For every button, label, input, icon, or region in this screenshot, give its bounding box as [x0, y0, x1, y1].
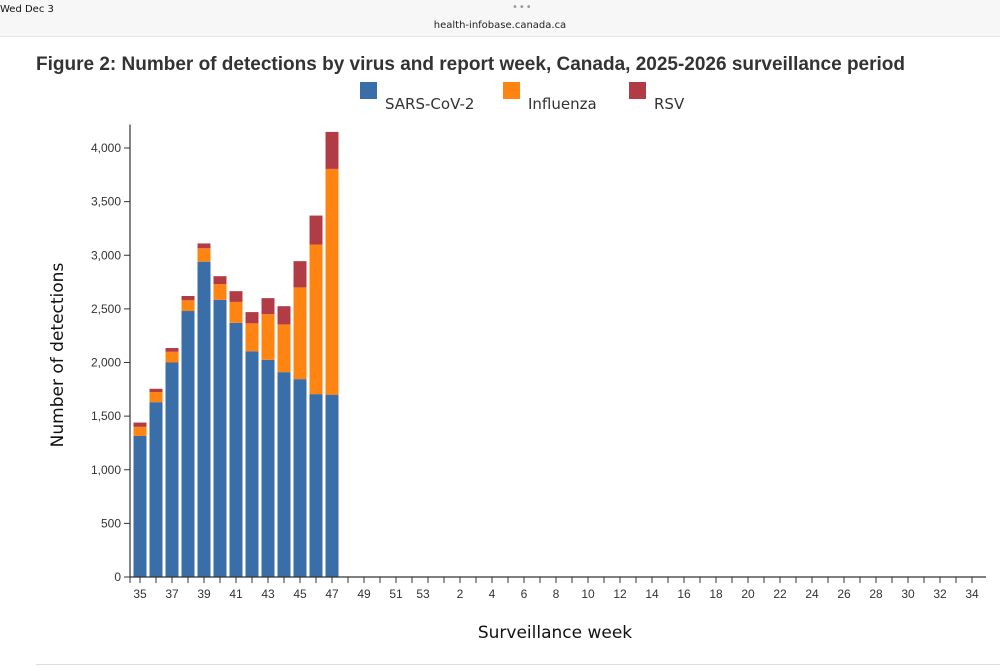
- x-tick-label: 6: [521, 587, 528, 601]
- legend: SARS-CoV-2 Influenza RSV: [360, 82, 685, 113]
- bar-rsv-week-36: [149, 388, 163, 392]
- y-tick-label: 3,500: [91, 195, 121, 209]
- bar-influenza-week-41: [229, 301, 243, 323]
- x-tick-label: 47: [325, 587, 339, 601]
- x-axis: 35 37 39 41 43 45 47 49 51 53 2 4 6 8 10 12 14 16 18 20 22 24…: [129, 576, 986, 601]
- bar-sars-cov-2-week-36: [149, 402, 163, 577]
- x-tick-label: 28: [869, 587, 883, 601]
- legend-label: SARS-CoV-2: [385, 95, 474, 113]
- bar-rsv-week-35: [133, 422, 147, 427]
- divider: [36, 664, 1000, 671]
- x-tick-label: 20: [741, 587, 755, 601]
- x-tick-label: 14: [645, 587, 659, 601]
- bar-rsv-week-45: [293, 261, 307, 288]
- status-date: Wed Dec 3: [0, 4, 54, 15]
- x-tick-label: 26: [837, 587, 851, 601]
- x-tick-label: 39: [197, 587, 211, 601]
- bar-sars-cov-2-week-44: [277, 372, 291, 577]
- legend-label: Influenza: [528, 95, 597, 113]
- url-bar[interactable]: health-infobase.canada.ca: [433, 20, 567, 31]
- bar-sars-cov-2-week-38: [181, 311, 195, 577]
- legend-label: RSV: [654, 95, 685, 113]
- y-tick-label: 1,500: [91, 409, 121, 423]
- x-tick-label: 49: [357, 587, 371, 601]
- bar-influenza-week-46: [309, 244, 323, 395]
- bars: [133, 131, 339, 577]
- x-tick-label: 18: [709, 587, 723, 601]
- x-tick-label: 43: [261, 587, 275, 601]
- legend-swatch: [629, 82, 646, 99]
- bar-rsv-week-43: [261, 298, 275, 315]
- x-tick-label: 10: [581, 587, 595, 601]
- bar-rsv-week-37: [165, 348, 179, 352]
- bar-influenza-week-39: [197, 248, 211, 262]
- x-tick-label: 24: [805, 587, 819, 601]
- bar-rsv-week-44: [277, 306, 291, 325]
- bar-influenza-week-40: [213, 284, 227, 300]
- bar-rsv-week-41: [229, 291, 243, 302]
- bar-sars-cov-2-week-40: [213, 299, 227, 577]
- x-tick-label: 37: [165, 587, 179, 601]
- legend-swatch: [503, 82, 520, 99]
- bar-sars-cov-2-week-46: [309, 394, 323, 577]
- bar-influenza-week-37: [165, 351, 179, 363]
- bar-influenza-week-38: [181, 300, 195, 312]
- bar-sars-cov-2-week-37: [165, 362, 179, 577]
- bar-rsv-week-39: [197, 243, 211, 249]
- bar-sars-cov-2-week-39: [197, 261, 211, 577]
- x-tick-label: 22: [773, 587, 787, 601]
- x-axis-label: Surveillance week: [478, 623, 632, 643]
- bar-rsv-week-46: [309, 215, 323, 245]
- bar-sars-cov-2-week-35: [133, 435, 147, 577]
- bar-sars-cov-2-week-41: [229, 322, 243, 577]
- y-tick-label: 4,000: [91, 141, 121, 155]
- x-tick-label: 4: [489, 587, 496, 601]
- y-tick-label: 500: [101, 516, 121, 530]
- y-tick-label: 3,000: [91, 248, 121, 262]
- y-tick-label: 2,000: [91, 356, 121, 370]
- browser-top-bar: Wed Dec 3 ••• health-infobase.canada.ca: [0, 0, 1000, 37]
- x-tick-label: 45: [293, 587, 307, 601]
- legend-swatch: [360, 82, 377, 99]
- bar-influenza-week-36: [149, 391, 163, 403]
- x-tick-label: 8: [553, 587, 560, 601]
- bar-rsv-week-42: [245, 312, 259, 324]
- x-tick-label: 41: [229, 587, 243, 601]
- x-tick-label: 30: [901, 587, 915, 601]
- bar-rsv-week-47: [325, 131, 339, 169]
- x-tick-label: 2: [457, 587, 464, 601]
- bar-influenza-week-42: [245, 323, 259, 352]
- y-tick-label: 1,000: [91, 463, 121, 477]
- bar-influenza-week-35: [133, 426, 147, 436]
- y-axis-label: Number of detections: [48, 263, 68, 448]
- bar-influenza-week-45: [293, 287, 307, 380]
- x-tick-label: 16: [677, 587, 691, 601]
- x-tick-label: 32: [933, 587, 947, 601]
- x-tick-label: 53: [416, 587, 430, 601]
- y-axis: 0 500 1,000 1,500 2,000 2,500 3,000 3,500 4,000: [91, 124, 131, 584]
- x-tick-label: 12: [613, 587, 627, 601]
- y-tick-label: 0: [114, 570, 121, 584]
- bar-sars-cov-2-week-43: [261, 359, 275, 577]
- bar-sars-cov-2-week-45: [293, 379, 307, 577]
- x-tick-label: 34: [965, 587, 979, 601]
- x-tick-label: 51: [389, 587, 403, 601]
- bar-rsv-week-40: [213, 276, 227, 285]
- more-dots-icon[interactable]: •••: [512, 2, 533, 13]
- bar-rsv-week-38: [181, 296, 195, 301]
- y-tick-label: 2,500: [91, 302, 121, 316]
- bar-sars-cov-2-week-42: [245, 351, 259, 577]
- chart-title: Figure 2: Number of detections by virus …: [36, 54, 906, 75]
- bar-sars-cov-2-week-47: [325, 394, 339, 577]
- bar-influenza-week-47: [325, 168, 339, 395]
- x-tick-label: 35: [133, 587, 147, 601]
- bar-influenza-week-43: [261, 314, 275, 360]
- bar-influenza-week-44: [277, 324, 291, 373]
